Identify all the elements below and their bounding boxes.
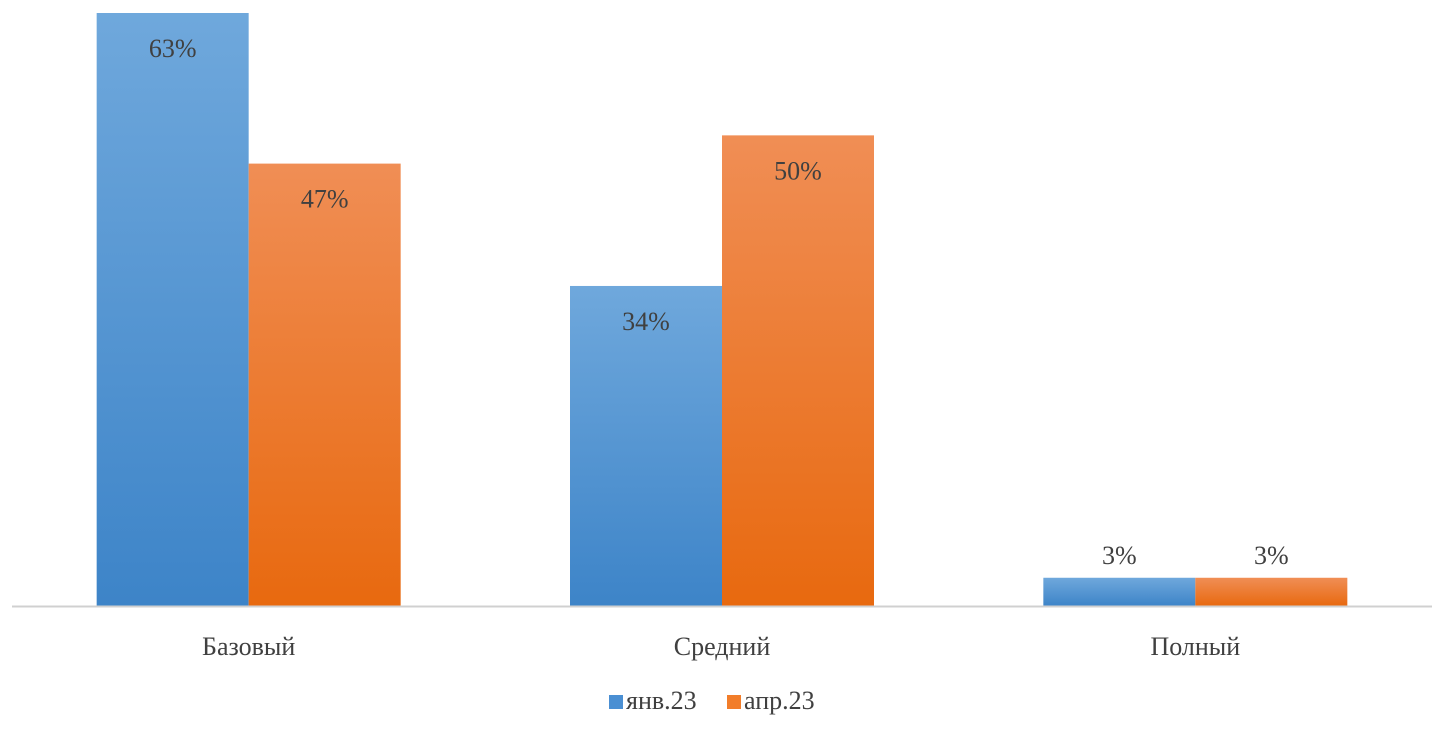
- bar-1-1: [96, 13, 249, 606]
- data-label-2-2: 50%: [774, 156, 822, 185]
- x-tick-label-3: Полный: [1150, 632, 1240, 661]
- data-label-2-1: 47%: [301, 185, 349, 214]
- legend-swatch-1: [609, 695, 623, 709]
- legend-label-1: янв.23: [626, 686, 697, 715]
- bar-2-3: [1195, 577, 1348, 606]
- legend-item-2: апр.23: [727, 686, 815, 715]
- bar-1-2: [570, 285, 722, 606]
- bars-layer: [96, 13, 1348, 606]
- legend: янв.23 апр.23: [609, 686, 815, 715]
- data-label-1-2: 34%: [622, 307, 670, 336]
- x-tick-label-2: Средний: [674, 632, 771, 661]
- x-tick-labels: Базовый Средний Полный: [202, 632, 1240, 661]
- data-label-1-1: 63%: [149, 34, 197, 63]
- data-labels-layer: 63% 47% 34% 50% 3% 3%: [149, 34, 1289, 570]
- legend-swatch-2: [727, 695, 741, 709]
- x-tick-label-1: Базовый: [202, 632, 295, 661]
- data-label-1-3: 3%: [1102, 541, 1137, 570]
- bar-2-2: [722, 135, 874, 606]
- legend-item-1: янв.23: [609, 686, 697, 715]
- data-label-2-3: 3%: [1254, 541, 1289, 570]
- bar-1-3: [1043, 577, 1196, 606]
- bar-2-1: [248, 163, 401, 606]
- legend-label-2: апр.23: [744, 686, 815, 715]
